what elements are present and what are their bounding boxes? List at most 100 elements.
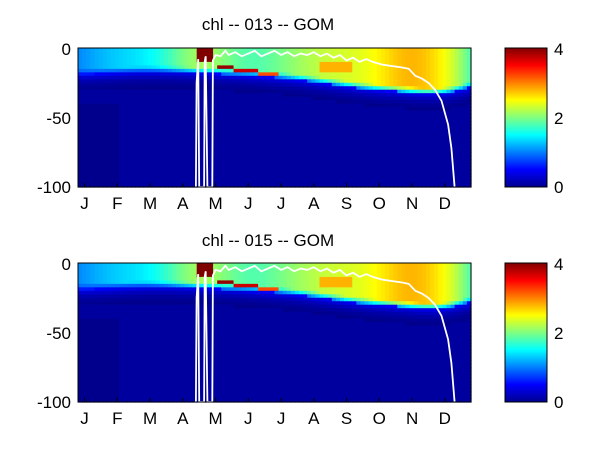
heatmap-cell <box>299 128 304 132</box>
heatmap-cell <box>446 48 451 52</box>
heatmap-cell <box>156 312 161 316</box>
heatmap-cell <box>131 152 136 156</box>
heatmap-cell <box>356 163 361 167</box>
heatmap-cell <box>107 284 112 288</box>
heatmap-cell <box>160 350 165 354</box>
heatmap-cell <box>82 83 87 87</box>
heatmap-cell <box>299 97 304 101</box>
heatmap-cell <box>115 159 120 163</box>
heatmap-cell <box>344 48 349 52</box>
heatmap-cell <box>111 131 116 135</box>
heatmap-cell <box>139 100 144 104</box>
heatmap-cell <box>127 301 132 305</box>
heatmap-cell <box>262 76 267 80</box>
heatmap-cell <box>139 339 144 343</box>
heatmap-cell <box>410 124 415 128</box>
heatmap-cell <box>381 152 386 156</box>
heatmap-cell <box>152 124 157 128</box>
heatmap-cell <box>266 107 271 111</box>
heatmap-cell <box>459 111 464 115</box>
heatmap-cell <box>356 90 361 94</box>
heatmap-cell <box>168 312 173 316</box>
heatmap-cell <box>234 62 239 66</box>
heatmap-cell <box>144 72 149 76</box>
heatmap-cell <box>397 104 402 108</box>
heatmap-cell <box>78 357 83 361</box>
heatmap-cell <box>144 69 149 73</box>
heatmap-cell <box>119 142 124 146</box>
heatmap-cell <box>111 305 116 309</box>
heatmap-cell <box>373 159 378 163</box>
heatmap-cell <box>144 111 149 115</box>
heatmap-cell <box>258 79 263 83</box>
heatmap-cell <box>135 58 140 62</box>
heatmap-cell <box>164 90 169 94</box>
heatmap-cell <box>123 301 128 305</box>
heatmap-cell <box>139 385 144 389</box>
heatmap-cell <box>295 177 300 181</box>
heatmap-cell <box>340 107 345 111</box>
heatmap-cell <box>393 83 398 87</box>
heatmap-cell <box>139 114 144 118</box>
heatmap-cell <box>148 312 153 316</box>
heatmap-cell <box>426 149 431 153</box>
heatmap-cell <box>90 152 95 156</box>
heatmap-cell <box>152 118 157 122</box>
heatmap-cell <box>451 124 456 128</box>
heatmap-cell <box>135 124 140 128</box>
heatmap-cell <box>356 65 361 69</box>
heatmap-cell <box>287 173 292 177</box>
heatmap-cell <box>78 270 83 274</box>
heatmap-cell <box>115 55 120 59</box>
heatmap-cell <box>328 111 333 115</box>
heatmap-cell <box>225 152 230 156</box>
heatmap-cell <box>221 138 226 142</box>
heatmap-cell <box>328 180 333 184</box>
heatmap-cell <box>86 364 91 368</box>
heatmap-cell <box>90 173 95 177</box>
heatmap-cell <box>148 353 153 357</box>
heatmap-cell <box>119 294 124 298</box>
heatmap-cell <box>279 166 284 170</box>
heatmap-cell <box>135 336 140 340</box>
heatmap-cell <box>189 107 194 111</box>
heatmap-cell <box>156 86 161 90</box>
heatmap-cell <box>127 298 132 302</box>
heatmap-cell <box>385 135 390 139</box>
heatmap-cell <box>131 121 136 125</box>
heatmap-cell <box>229 107 234 111</box>
heatmap-cell <box>164 322 169 326</box>
heatmap-cell <box>434 163 439 167</box>
heatmap-cell <box>410 163 415 167</box>
heatmap-cell <box>315 156 320 160</box>
heatmap-cell <box>98 291 103 295</box>
heatmap-cell <box>127 90 132 94</box>
heatmap-cell <box>258 97 263 101</box>
heatmap-cell <box>258 86 263 90</box>
heatmap-cell <box>86 287 91 291</box>
heatmap-cell <box>463 142 468 146</box>
heatmap-cell <box>250 65 255 69</box>
heatmap-cell <box>148 270 153 274</box>
heatmap-cell <box>152 367 157 371</box>
heatmap-cell <box>320 107 325 111</box>
heatmap-cell <box>172 51 177 55</box>
heatmap-cell <box>315 166 320 170</box>
heatmap-cell <box>352 51 357 55</box>
heatmap-cell <box>103 346 108 350</box>
heatmap-cell <box>307 62 312 66</box>
heatmap-cell <box>385 149 390 153</box>
heatmap-cell <box>111 100 116 104</box>
heatmap-cell <box>258 170 263 174</box>
heatmap-cell <box>283 97 288 101</box>
heatmap-cell <box>332 152 337 156</box>
heatmap-cell <box>168 360 173 364</box>
heatmap-cell <box>152 322 157 326</box>
heatmap-cell <box>139 343 144 347</box>
heatmap-cell <box>189 319 194 323</box>
heatmap-cell <box>422 170 427 174</box>
heatmap-cell <box>180 308 185 312</box>
heatmap-cell <box>115 156 120 160</box>
heatmap-cell <box>463 131 468 135</box>
heatmap-cell <box>144 142 149 146</box>
